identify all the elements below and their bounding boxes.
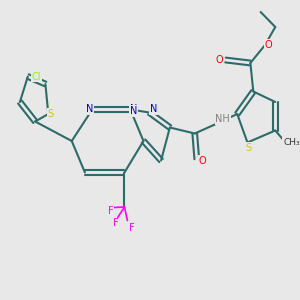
Text: N: N bbox=[130, 104, 137, 115]
Text: Cl: Cl bbox=[32, 71, 41, 82]
Text: S: S bbox=[48, 109, 54, 119]
Text: NH: NH bbox=[215, 114, 230, 124]
Text: O: O bbox=[198, 155, 206, 166]
Text: CH₃: CH₃ bbox=[283, 138, 300, 147]
Text: S: S bbox=[246, 143, 252, 153]
Text: F: F bbox=[129, 223, 135, 233]
Text: N: N bbox=[85, 104, 93, 115]
Text: N: N bbox=[150, 104, 158, 115]
Text: F: F bbox=[113, 218, 118, 229]
Text: O: O bbox=[216, 55, 224, 65]
Text: O: O bbox=[265, 40, 272, 50]
Text: N: N bbox=[130, 106, 137, 116]
Text: F: F bbox=[108, 206, 113, 217]
